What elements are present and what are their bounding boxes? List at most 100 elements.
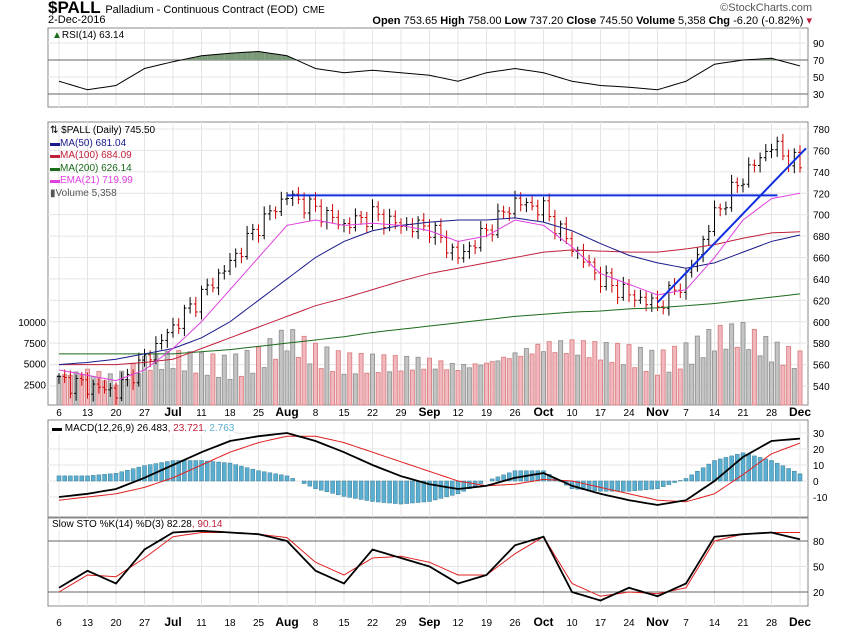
x-tick-label: Sep <box>418 405 440 419</box>
macd-histogram-bar <box>85 475 90 482</box>
macd-histogram-bar <box>170 460 176 482</box>
volume-bar <box>615 343 621 406</box>
x-tick-label: 7 <box>683 408 689 419</box>
sto-k-line <box>58 529 801 602</box>
volume-bar <box>421 368 427 406</box>
macd-histogram-bar <box>62 475 67 482</box>
volume-bar <box>580 340 586 406</box>
volume-bar <box>717 324 723 406</box>
x-tick-label: 14 <box>709 408 721 419</box>
price-tick: 780 <box>813 125 830 136</box>
rsi-overbought-fill <box>235 52 242 60</box>
rsi-overbought-fill <box>258 51 265 60</box>
volume-bar <box>181 370 187 406</box>
macd-histogram-bar <box>655 480 660 489</box>
macd-histogram-bar <box>119 471 124 482</box>
macd-histogram-bar <box>792 470 797 482</box>
volume-bar <box>381 354 387 406</box>
x-tick-label: 22 <box>367 618 379 629</box>
price-tick: 660 <box>813 254 830 265</box>
macd-histogram-bar <box>478 480 484 484</box>
sto-legend-text: Slow STO %K(14) %D(3) 82.28 <box>52 519 192 530</box>
x-tick-label: 12 <box>452 618 464 629</box>
volume-bar <box>438 360 444 406</box>
x-tick-label: 15 <box>338 408 350 419</box>
volume-bar <box>273 358 279 406</box>
ma50-line <box>58 217 801 366</box>
x-tick-label: 10 <box>566 408 578 419</box>
x-tick-label: 6 <box>56 408 62 419</box>
macd-tick: 10 <box>813 461 825 472</box>
volume-bar <box>740 321 746 406</box>
macd-histogram-bar <box>216 461 221 482</box>
volume-bar <box>729 323 735 406</box>
volume-bar <box>558 340 564 406</box>
macd-histogram-bar <box>284 475 290 482</box>
volume-bar <box>677 368 683 406</box>
x-tick-label: Oct <box>533 405 553 419</box>
volume-bar <box>238 375 244 406</box>
volume-bar <box>204 374 210 406</box>
x-tick-label: 24 <box>623 408 635 419</box>
volume-tick: 2500 <box>24 380 47 391</box>
volume-bar <box>700 357 706 406</box>
price-legend: ⇅ $PALL (Daily) 745.50 ▬MA(50) 681.04 ▬M… <box>50 125 155 200</box>
macd-line <box>58 432 801 506</box>
x-tick-label: Sep <box>418 615 440 629</box>
macd-histogram-bar <box>113 473 119 482</box>
low-value: 737.20 <box>529 15 564 27</box>
legend-ma200-text: MA(200) 626.14 <box>60 162 132 174</box>
macd-histogram-bar <box>130 468 136 482</box>
sto-tick: 80 <box>813 537 825 548</box>
macd-histogram-bar <box>774 462 780 482</box>
rsi-tick: 30 <box>813 90 825 101</box>
macd-histogram-bar <box>307 480 313 487</box>
macd-histogram-bar <box>318 480 324 491</box>
macd-histogram-bar <box>455 480 461 495</box>
rsi-legend-text: RSI(14) 63.14 <box>61 30 125 41</box>
rsi-overbought-fill <box>252 51 259 60</box>
x-tick-label: 17 <box>595 408 607 419</box>
volume-bar <box>370 353 375 406</box>
macd-histogram-bar <box>615 480 620 492</box>
volume-bar <box>598 359 603 406</box>
rsi-overbought-fill <box>218 53 225 60</box>
macd-histogram-bar <box>398 480 404 505</box>
volume-bar <box>301 335 307 406</box>
volume-bar <box>472 363 478 406</box>
x-tick-label: 17 <box>595 618 607 629</box>
macd-histogram-bar <box>757 457 763 482</box>
volume-bar <box>210 353 216 406</box>
x-tick-label: 13 <box>82 618 94 629</box>
volume-bar <box>478 364 484 406</box>
volume-bar <box>791 368 797 406</box>
rsi-overbought-fill <box>212 54 219 60</box>
macd-histogram-bar <box>301 480 307 484</box>
x-tick-label: 28 <box>766 618 778 629</box>
macd-histogram-bar <box>210 461 216 482</box>
volume-bar <box>620 364 626 406</box>
volume-bar <box>352 373 358 406</box>
volume-bar <box>375 372 381 406</box>
macd-histogram-bar <box>752 455 757 482</box>
x-tick-label: 11 <box>196 618 207 629</box>
volume-bar <box>626 344 632 406</box>
volume-bar <box>427 357 432 406</box>
volume-bar <box>683 342 689 406</box>
volume-bar <box>666 371 672 406</box>
macd-histogram-bar <box>763 458 769 482</box>
rsi-overbought-fill <box>275 54 282 60</box>
volume-bar <box>643 371 649 406</box>
macd-legend-text: MACD(12,26,9) 26.483 <box>64 423 168 434</box>
macd-histogram-bar <box>660 480 666 487</box>
macd-histogram-bar <box>90 475 96 482</box>
sto-tick: 20 <box>813 588 825 599</box>
macd-histogram-bar <box>279 474 284 482</box>
x-tick-label: 8 <box>313 408 319 419</box>
macd-histogram-bar <box>632 480 637 491</box>
macd-tick: -10 <box>813 493 828 504</box>
volume-bar <box>409 369 415 406</box>
volume-bar <box>672 345 678 406</box>
volume-bar <box>313 342 318 406</box>
